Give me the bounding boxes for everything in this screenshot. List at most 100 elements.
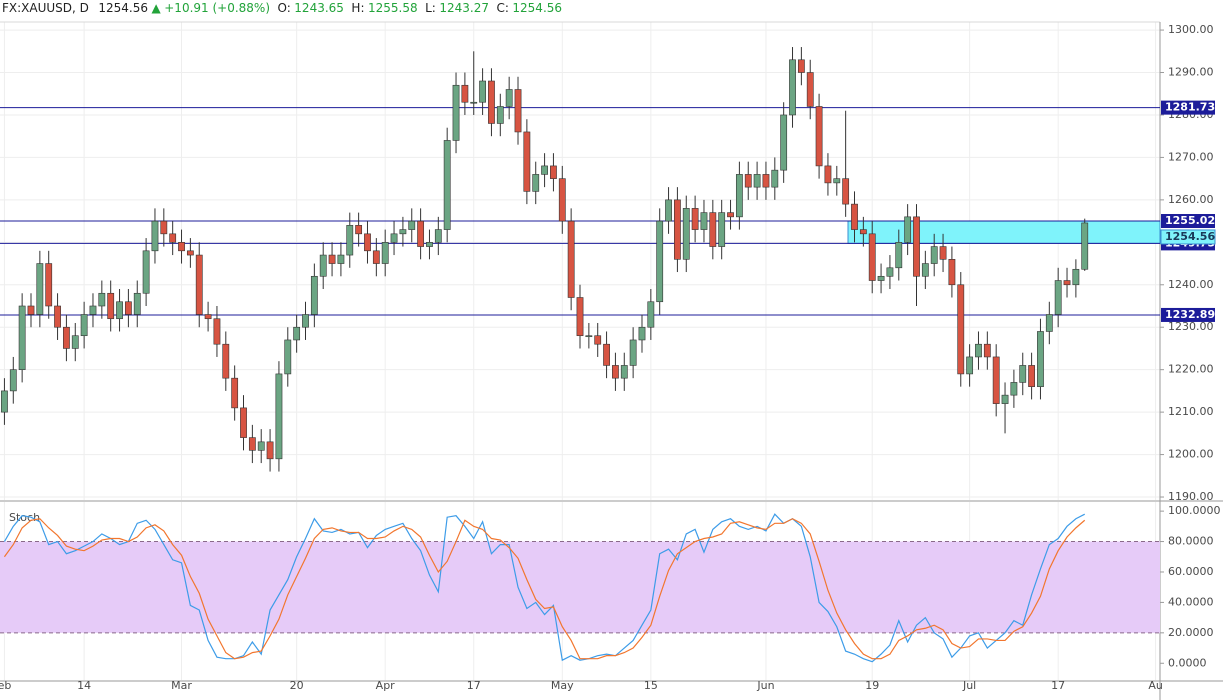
candle-body — [824, 165, 832, 184]
header: FX:XAUUSD, D 1254.56 ▲ +10.91 (+0.88%) O… — [2, 1, 562, 15]
x-tick-label: 14 — [77, 679, 91, 692]
candle-body — [124, 301, 132, 315]
candle-body — [629, 339, 637, 366]
candle-body — [213, 318, 221, 345]
y-tick-label: 1190.00 — [1168, 490, 1214, 503]
level-label: 1232.89 — [1165, 308, 1215, 321]
candle-body — [939, 246, 947, 260]
candle-body — [877, 275, 885, 281]
candle-body — [727, 212, 734, 218]
candle-body — [1010, 382, 1018, 396]
candle-body — [222, 343, 230, 379]
low-label: L: — [425, 1, 436, 15]
candle-body — [957, 284, 965, 375]
last-price-label: 1254.56 — [1165, 230, 1215, 243]
candle-body — [9, 369, 17, 392]
candle-body — [1063, 280, 1071, 286]
candle-body — [603, 343, 610, 366]
candle-body — [771, 169, 779, 188]
change: +10.91 (+0.88%) — [164, 1, 270, 15]
y-tick-label: 0.0000 — [1168, 656, 1207, 669]
candle-body — [36, 263, 44, 315]
candle-body — [443, 140, 451, 230]
candle-body — [1001, 394, 1009, 404]
candle-body — [576, 297, 584, 337]
x-tick-label: eb — [0, 679, 11, 692]
candle-body — [1, 390, 8, 413]
candle-body — [160, 220, 168, 235]
level-label-box — [1161, 100, 1215, 115]
close-value: 1254.56 — [512, 1, 562, 15]
x-tick-label: 15 — [644, 679, 658, 692]
candle-body — [116, 301, 123, 320]
candle-body — [762, 174, 770, 188]
candle-body — [656, 220, 664, 303]
x-tick-label: Jul — [962, 679, 976, 692]
candle-body — [921, 263, 929, 277]
candle-body — [71, 335, 79, 349]
candle-body — [735, 174, 743, 218]
close-label: C: — [496, 1, 508, 15]
candle-body — [45, 263, 53, 307]
candle-body — [408, 220, 416, 230]
candle-body — [89, 305, 97, 315]
candle-body — [133, 292, 141, 315]
level-label-box — [1161, 214, 1215, 229]
y-tick-label: 60.0000 — [1168, 565, 1214, 578]
candle-body — [806, 72, 814, 107]
candle-body — [647, 301, 655, 328]
y-tick-label: 40.0000 — [1168, 595, 1214, 608]
zone — [847, 220, 1161, 244]
candle-body — [753, 174, 761, 188]
candle-body — [833, 178, 841, 184]
high-label: H: — [351, 1, 364, 15]
candle-body — [346, 225, 354, 256]
y-tick-label: 1260.00 — [1168, 193, 1214, 206]
candle-body — [417, 220, 425, 247]
x-tick-label: 20 — [290, 679, 304, 692]
candle-body — [895, 242, 903, 269]
candle-body — [868, 233, 876, 281]
y-tick-label: 1200.00 — [1168, 448, 1214, 461]
candle-body — [594, 335, 602, 345]
candle-body — [107, 292, 115, 320]
y-tick-label: 20.0000 — [1168, 626, 1214, 639]
y-tick-label: 1230.00 — [1168, 320, 1214, 333]
candle-body — [966, 356, 974, 375]
candle-body — [886, 267, 894, 277]
candle-body — [691, 208, 699, 230]
candle-body — [674, 199, 681, 260]
last-price: 1254.56 — [98, 1, 148, 15]
candle-body — [789, 59, 796, 116]
candle-body — [178, 242, 185, 252]
candle-body — [399, 229, 407, 235]
level-label: 1255.02 — [1165, 214, 1215, 227]
candle-body — [461, 84, 469, 103]
y-tick-label: 1300.00 — [1168, 23, 1214, 36]
candle-body — [744, 174, 752, 188]
candle-body — [665, 199, 672, 222]
band — [0, 541, 1160, 633]
level-label: 1281.73 — [1165, 101, 1215, 114]
x-tick-label: May — [551, 679, 574, 692]
candle-body — [381, 242, 389, 264]
y-tick-label: 1220.00 — [1168, 363, 1214, 376]
candle-body — [975, 343, 982, 358]
open-label: O: — [278, 1, 291, 15]
candle-body — [27, 305, 35, 315]
x-tick-label: Mar — [171, 679, 192, 692]
candle-body — [620, 365, 628, 379]
candle-body — [248, 437, 256, 451]
candle-body — [169, 233, 177, 243]
candle-body — [186, 250, 194, 256]
candle-body — [930, 246, 938, 264]
change-arrow: ▲ — [152, 1, 162, 15]
candle-body — [612, 365, 619, 379]
y-tick-label: 1210.00 — [1168, 405, 1214, 418]
candle-body — [700, 212, 708, 230]
candle-body — [859, 229, 867, 235]
candle-body — [231, 377, 239, 409]
candle-body — [983, 343, 991, 358]
low-value: 1243.27 — [439, 1, 489, 15]
candle-body — [718, 212, 726, 247]
